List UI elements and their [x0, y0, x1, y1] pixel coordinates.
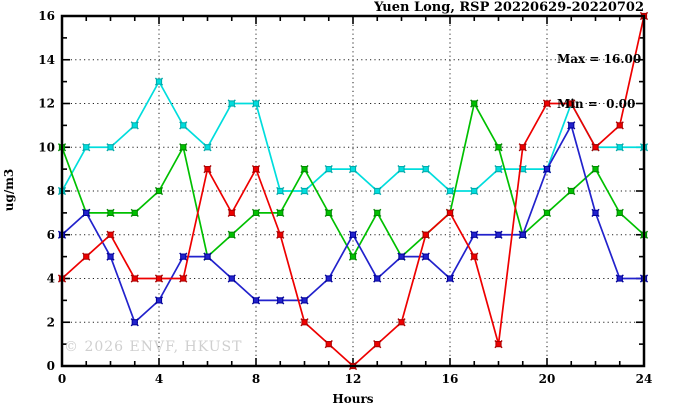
x-tick-label: 20 [539, 372, 556, 386]
watermark: © 2026 ENVF, HKUST [64, 339, 243, 355]
y-tick-label: 10 [38, 140, 55, 154]
x-tick-label: 8 [252, 372, 260, 386]
y-tick-label: 2 [47, 315, 55, 329]
y-tick-label: 4 [47, 272, 55, 286]
x-tick-label: 4 [155, 372, 163, 386]
y-axis-title: ug/m3 [2, 168, 16, 212]
y-tick-label: 0 [47, 359, 55, 373]
x-tick-label: 16 [442, 372, 459, 386]
y-tick-label: 12 [38, 97, 55, 111]
x-tick-label: 12 [345, 372, 362, 386]
plot-border [60, 14, 646, 368]
x-tick-label: 24 [636, 372, 653, 386]
stats-box: Max = 16.00 Min = 0.00 [557, 22, 641, 142]
x-axis-title: Hours [332, 392, 374, 406]
chart-title: Yuen Long, RSP 20220629-20220702 [374, 0, 644, 15]
min-value-label: Min = 0.00 [557, 97, 636, 111]
red-series-markers [57, 11, 649, 371]
y-tick-label: 16 [38, 9, 55, 23]
cyan-series-markers [57, 77, 649, 196]
y-tick-label: 8 [47, 184, 55, 198]
y-tick-label: 14 [38, 53, 55, 67]
x-tick-label: 0 [58, 372, 66, 386]
max-value-label: Max = 16.00 [557, 52, 642, 66]
y-tick-label: 6 [47, 228, 55, 242]
